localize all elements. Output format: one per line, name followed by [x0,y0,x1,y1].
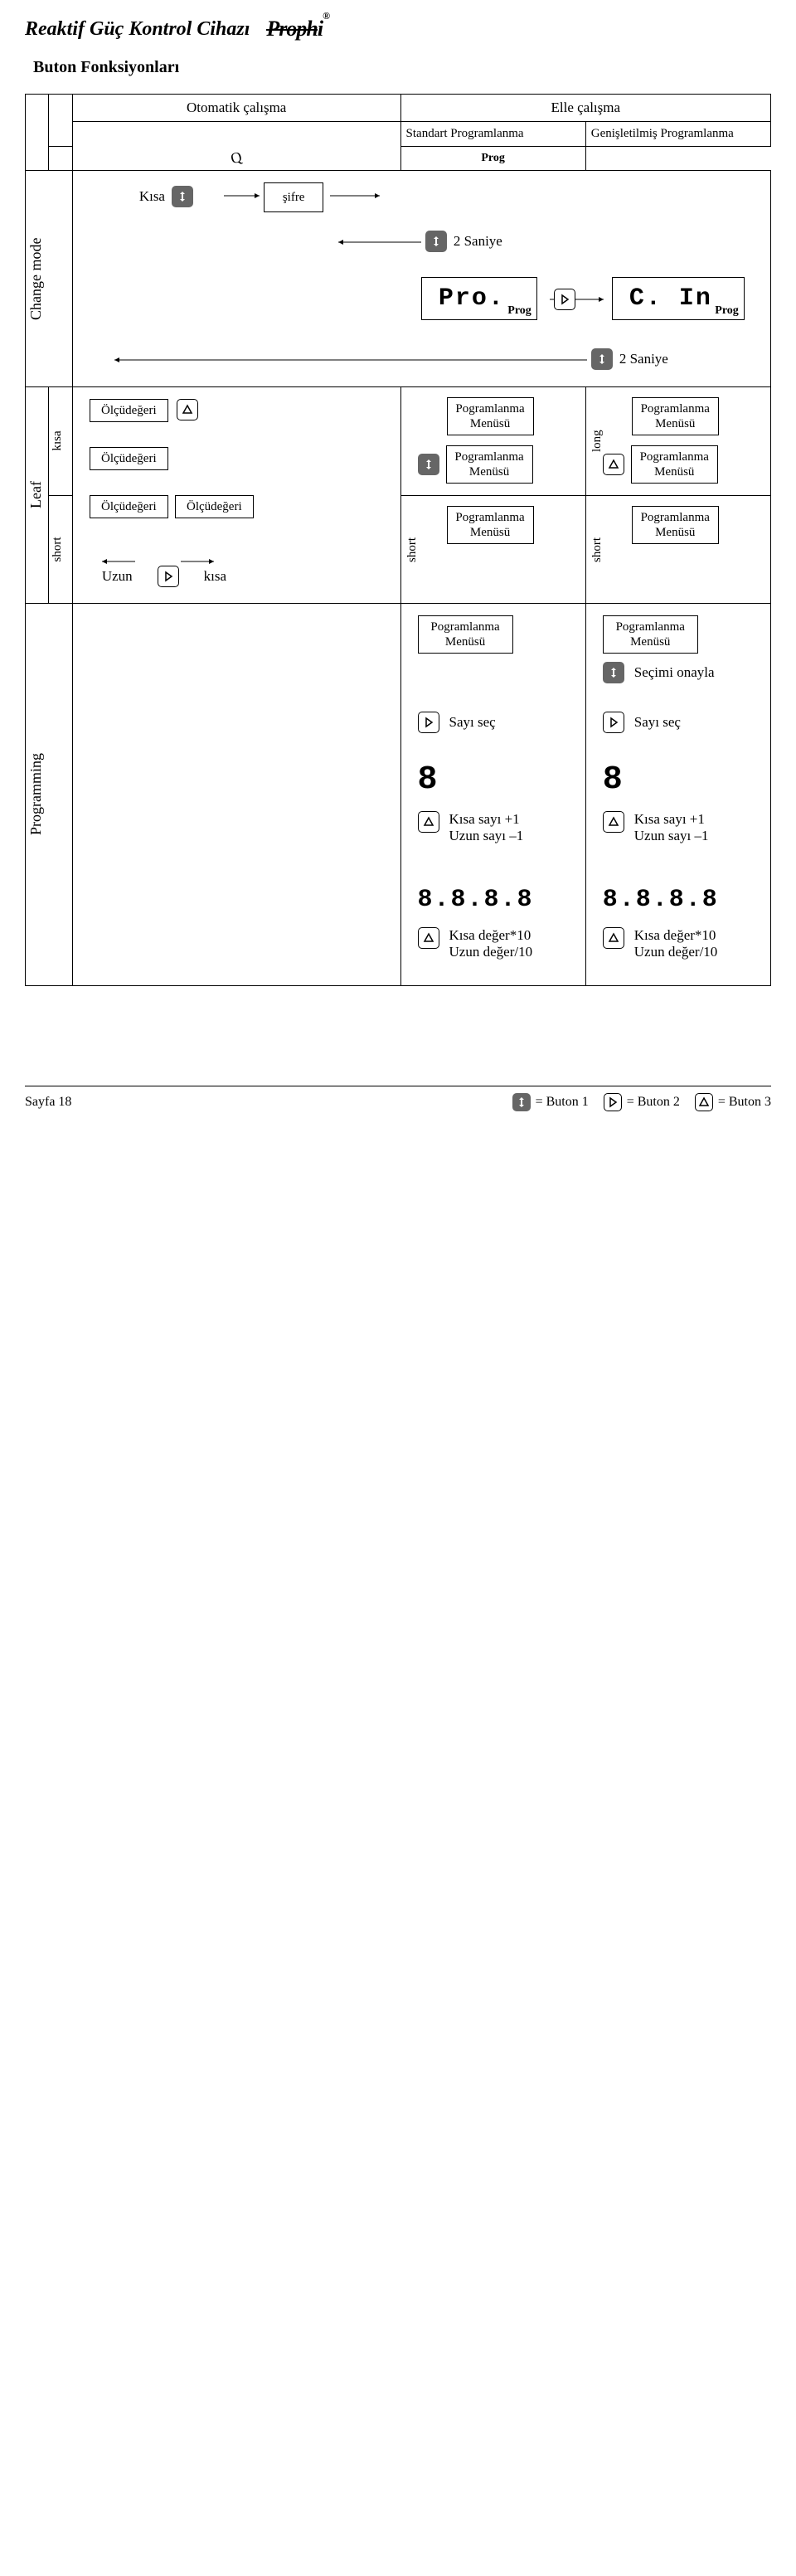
footer-legend: = Buton 1 = Buton 2 = Buton 3 [512,1093,771,1111]
diagram: Otomatik çalışma Elle çalışma Q Standart… [25,94,771,986]
secimi-label: Seçimi onayla [634,664,715,681]
seg-8888: 8.8.8.8 [418,886,534,914]
prog-menu-box: Pogramlanma Menüsü [631,445,718,484]
button1-icon [591,348,613,370]
kisa-plus-label: Kısa sayı +1 [634,811,709,828]
row-label-change-mode: Change mode [26,171,46,386]
button1-icon [425,231,447,252]
button3-icon [177,399,198,420]
prog-menu-box: Pogramlanma Menüsü [632,506,719,544]
col-header-auto: Otomatik çalışma [73,95,400,121]
brand-text: Prophi [266,17,323,41]
kisa-label-2: kısa [204,568,226,585]
button2-icon [158,566,179,587]
uzun-deger-label: Uzun değer/10 [449,944,533,960]
prog-menu-box: Pogramlanma Menüsü [603,615,698,654]
uzun-deger-label: Uzun değer/10 [634,944,718,960]
brand-logo: Prophi® [266,17,329,41]
sayi-sec-label: Sayı seç [634,714,681,731]
olc-box: Ölçüdeğeri [90,399,168,422]
sifre-box: şifre [264,182,324,212]
prog-menu-box: Pogramlanma Menüsü [446,445,533,484]
button1-icon [512,1093,531,1111]
prog-label-2: Prog [715,304,739,318]
olc-box: Ölçüdeğeri [175,495,254,518]
olc-box: Ölçüdeğeri [90,495,168,518]
kisa-v-label: kısa [50,388,66,494]
kisa-deger-label: Kısa değer*10 [634,927,718,944]
uzun-minus-label: Uzun sayı –1 [449,828,524,844]
sayi-sec-label: Sayı seç [449,714,496,731]
kisa-plus-label: Kısa sayı +1 [449,811,524,828]
kisa-deger-label: Kısa değer*10 [449,927,533,944]
short-v-label-3: short [590,504,605,595]
header: Reaktif Güç Kontrol Cihazı Prophi® [25,17,771,41]
uzun-minus-label: Uzun sayı –1 [634,828,709,844]
row-label-programming: Programming [26,604,46,985]
prog-menu-box: Pogramlanma Menüsü [418,615,513,654]
diagram-grid: Otomatik çalışma Elle çalışma Q Standart… [25,94,771,986]
prog-label-1: Prog [507,304,531,318]
short-v-label-2: short [405,504,420,595]
kisa-label: Kısa [139,188,165,205]
button2-icon [603,712,624,733]
prog-menu-box: Pogramlanma Menüsü [632,397,719,435]
two-sec-label-2: 2 Saniye [619,351,668,367]
page-number: Sayfa 18 [25,1095,71,1110]
short-v-label: short [50,497,66,603]
legend-b2: = Buton 2 [627,1095,680,1110]
button3-icon [603,811,624,833]
button3-icon [695,1093,713,1111]
button3-icon [418,927,439,949]
page-title: Reaktif Güç Kontrol Cihazı [25,18,250,41]
legend-b3: = Buton 3 [718,1095,771,1110]
sub-header-standard: Standart Programlanma [401,122,585,146]
button2-icon [604,1093,622,1111]
two-sec-label-1: 2 Saniye [454,233,502,250]
section-title: Buton Fonksiyonları [33,58,771,77]
footer: Sayfa 18 = Buton 1 = Buton 2 = Buton 3 [25,1086,771,1111]
seg-cin: C. In [629,284,712,313]
button1-icon [603,662,624,683]
legend-b1: = Buton 1 [536,1095,589,1110]
seg-8: 8 [418,761,439,799]
prog-label-header: Prog [401,147,585,170]
button3-icon [603,927,624,949]
button3-icon [418,811,439,833]
row-label-leaf: Leaf [26,387,46,603]
olc-box: Ölçüdeğeri [90,447,168,470]
button3-icon [603,454,624,475]
seg-pro: Pro. [439,284,505,313]
page: Reaktif Güç Kontrol Cihazı Prophi® Buton… [0,0,796,1128]
brand-sup: ® [323,10,329,22]
prog-menu-box: Pogramlanma Menüsü [447,506,534,544]
col-header-manual: Elle çalışma [401,95,770,121]
button1-icon [172,186,193,207]
seg-8888: 8.8.8.8 [603,886,719,914]
uzun-label: Uzun [102,568,133,585]
button2-icon [554,289,575,310]
q-symbol: Q [229,148,244,168]
button2-icon [418,712,439,733]
seg-8: 8 [603,761,624,799]
prog-menu-box: Pogramlanma Menüsü [447,397,534,435]
sub-header-extended: Genişletilmiş Programlanma [586,122,770,146]
button1-icon [418,454,439,475]
